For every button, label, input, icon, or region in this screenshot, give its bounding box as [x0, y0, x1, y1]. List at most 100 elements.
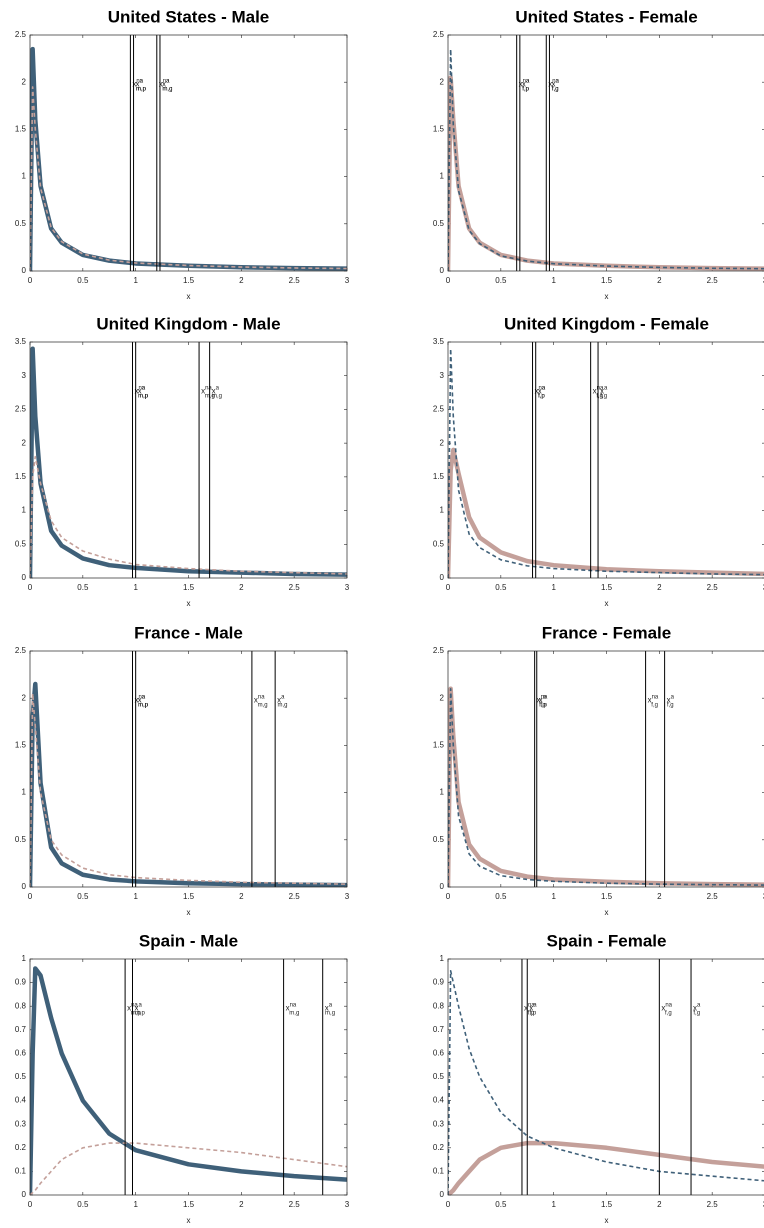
label-sub: f,p [530, 1010, 537, 1016]
x-tick-label: 2 [239, 892, 244, 901]
label-base: x [286, 1004, 290, 1013]
panel-title: United Kingdom - Female [504, 314, 709, 333]
x-tick-label: 1 [133, 276, 138, 285]
y-tick-label: 1.5 [15, 125, 27, 134]
y-tick-label: 0.5 [433, 219, 445, 228]
x-tick-label: 2.5 [707, 276, 719, 285]
label-base: x [537, 696, 541, 705]
label-sup: na [138, 385, 145, 391]
x-tick-label: 1.5 [601, 1200, 613, 1209]
label-sup: a [697, 1002, 701, 1008]
y-tick-label: 0.6 [15, 1049, 27, 1058]
label-sub: f,p [540, 702, 547, 708]
label-base: x [535, 387, 539, 396]
label-sup: na [528, 1002, 535, 1008]
x-tick-label: 3 [763, 892, 764, 901]
y-tick-label: 0.6 [433, 1049, 445, 1058]
plot-area [30, 346, 347, 578]
threshold-label: xna f,g [648, 694, 659, 708]
y-tick-label: 0.2 [15, 1143, 27, 1152]
threshold-label: xna f,g [593, 385, 604, 399]
axes-box [29, 958, 348, 1196]
label-base: x [548, 80, 552, 89]
y-tick-label: 2.5 [433, 405, 445, 414]
plot-area [448, 347, 764, 578]
label-sub: m,g [325, 1010, 335, 1016]
label-base: x [538, 387, 542, 396]
x-tick-label: 2 [657, 892, 662, 901]
y-tick-label: 0 [22, 266, 27, 275]
panel-title: Spain - Male [139, 931, 238, 950]
plot-area [30, 681, 347, 887]
x-tick-label: 1.5 [601, 276, 613, 285]
x-tick-label: 0 [28, 892, 33, 901]
label-sub: m,p [138, 702, 149, 708]
y-tick-label: 0.5 [15, 1072, 27, 1081]
threshold-label: xa m,p [138, 694, 149, 708]
label-sup: a [216, 385, 220, 391]
label-sub: f,g [651, 702, 658, 708]
solid-curve [30, 346, 347, 578]
label-base: x [522, 80, 526, 89]
label-base: x [693, 1004, 697, 1013]
label-sup: na [205, 385, 212, 391]
label-sup: na [539, 385, 546, 391]
x-tick-label: 1 [551, 892, 556, 901]
label-sub: m,g [162, 86, 172, 92]
y-tick-label: 1 [440, 788, 445, 797]
x-axis-label: x [187, 1216, 191, 1225]
label-base: x [132, 80, 136, 89]
axes-box [29, 341, 348, 579]
threshold-label: xa f,g [693, 1002, 701, 1016]
label-sup: a [604, 385, 608, 391]
axes-box [29, 650, 348, 888]
x-tick-label: 1 [551, 276, 556, 285]
label-sup: a [329, 1002, 333, 1008]
label-sup: na [652, 694, 659, 700]
y-tick-label: 1 [22, 788, 27, 797]
threshold-label: xna m,p [134, 694, 148, 708]
threshold-label: xa f,p [529, 1002, 537, 1016]
y-tick-label: 1 [22, 506, 27, 515]
label-sub: f,g [693, 1010, 700, 1016]
y-tick-label: 0.1 [433, 1167, 445, 1176]
label-sup: na [541, 694, 548, 700]
dashed-curve [448, 687, 764, 887]
dashed-curve [30, 455, 347, 578]
x-tick-label: 3 [345, 276, 350, 285]
y-tick-label: 2.5 [15, 405, 27, 414]
x-tick-label: 0 [446, 583, 451, 592]
label-sub: f,g [552, 86, 559, 92]
dashed-curve [448, 347, 764, 578]
y-tick-label: 1.5 [433, 741, 445, 750]
x-tick-label: 3 [763, 276, 764, 285]
x-tick-label: 1.5 [183, 1200, 195, 1209]
threshold-label: xa f,g [667, 694, 675, 708]
solid-curve [30, 46, 347, 271]
x-tick-label: 2 [239, 583, 244, 592]
x-tick-label: 1.5 [601, 892, 613, 901]
label-base: x [325, 1004, 329, 1013]
label-sup: na [138, 694, 145, 700]
label-sup: na [136, 78, 143, 84]
y-tick-label: 0.5 [433, 539, 445, 548]
label-sup: a [542, 385, 546, 391]
x-tick-label: 2.5 [289, 276, 301, 285]
solid-curve [448, 447, 764, 578]
y-tick-label: 0.7 [15, 1025, 27, 1034]
x-tick-label: 2 [239, 276, 244, 285]
threshold-label: xa m,g [212, 385, 222, 399]
label-sup: na [665, 1002, 672, 1008]
y-tick-label: 1.5 [15, 472, 27, 481]
y-tick-label: 0 [440, 1190, 445, 1199]
y-tick-label: 1.5 [433, 125, 445, 134]
panel: Spain - Female x 0 0.5 1 1.5 2 2.5 3 0 0.1 0.2 0.3 0.… [433, 931, 764, 1225]
panel: United States - Male x 0 0.5 1 1.5 2 2.5 3 0 0.5 1 1… [15, 7, 350, 301]
threshold-label: xna m,p [132, 78, 146, 92]
x-tick-label: 1 [133, 892, 138, 901]
label-sub: f,g [552, 86, 559, 92]
y-tick-label: 0.7 [433, 1025, 445, 1034]
label-sup: a [140, 78, 144, 84]
label-base: x [134, 696, 138, 705]
